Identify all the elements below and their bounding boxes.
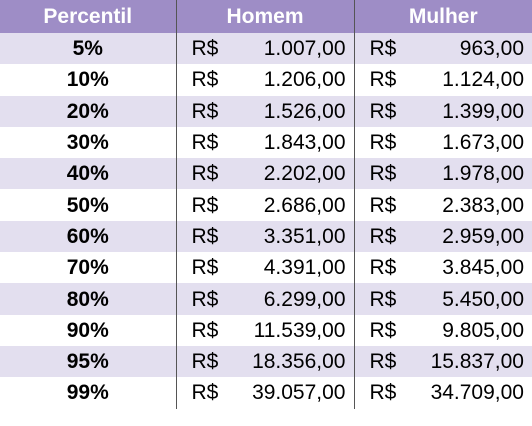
table-row: 10% R$ 1.206,00 R$ 1.124,00: [0, 64, 532, 96]
cell-homem-currency: R$: [175, 126, 230, 159]
cell-mulher-value: 1.673,00: [442, 131, 524, 155]
header-percentil: Percentil: [0, 0, 176, 33]
cell-mulher-currency: R$: [353, 314, 404, 346]
cell-homem-value: 1.007,00: [230, 33, 354, 65]
cell-homem-value: 4.391,00: [263, 256, 346, 280]
cell-homem-currency: R$: [175, 220, 230, 253]
cell-percentil: 20%: [0, 95, 176, 127]
table-row: 70% R$ 4.391,00 R$ 3.845,00: [0, 252, 532, 284]
table-body: 5% R$ 1.007,00 R$ 963,00 10% R$ 1.206,00 R$ 1.124…: [0, 33, 532, 409]
table-row: 99% R$ 39.057,00 R$ 34.709,00: [0, 377, 532, 409]
table-row: 20% R$ 1.526,00 R$ 1.399,00: [0, 95, 532, 127]
table-header: Percentil Homem Mulher: [0, 0, 532, 33]
cell-mulher-currency: R$: [353, 220, 404, 253]
cell-percentil: 30%: [66, 131, 109, 155]
cell-homem-value: 18.356,00: [230, 345, 354, 378]
cell-mulher-value: 5.450,00: [404, 283, 532, 315]
cell-mulher-value: 963,00: [404, 33, 532, 65]
table-row: 40% R$ 2.202,00 R$ 1.978,00: [0, 158, 532, 190]
cell-mulher-currency: R$: [353, 95, 404, 127]
cell-percentil: 60%: [0, 220, 176, 253]
cell-percentil: 50%: [66, 193, 109, 217]
cell-homem-value: 39.057,00: [252, 381, 346, 405]
cell-percentil: 40%: [0, 158, 176, 190]
cell-homem-currency: R$: [175, 283, 230, 315]
cell-mulher-value: 15.837,00: [404, 345, 532, 378]
cell-mulher-value: 34.709,00: [430, 381, 524, 405]
cell-homem-currency: R$: [175, 189, 230, 221]
cell-homem-currency: R$: [175, 345, 230, 378]
cell-percentil: 90%: [66, 318, 109, 342]
header-homem: Homem: [175, 0, 354, 33]
cell-mulher-value: 2.959,00: [404, 220, 532, 253]
cell-homem-value: 1.526,00: [230, 95, 354, 127]
cell-mulher-currency: R$: [353, 345, 404, 378]
cell-percentil: 70%: [66, 256, 109, 280]
cell-homem-value: 1.843,00: [263, 131, 346, 155]
cell-homem-currency: R$: [175, 95, 230, 127]
cell-mulher-currency: R$: [353, 158, 404, 190]
cell-mulher-value: 2.383,00: [442, 193, 524, 217]
cell-mulher-value: 3.845,00: [442, 256, 524, 280]
cell-homem-currency: R$: [175, 33, 230, 65]
table-row: 90% R$ 11.539,00 R$ 9.805,00: [0, 314, 532, 346]
cell-homem-currency: R$: [175, 314, 230, 346]
cell-percentil: 95%: [0, 345, 176, 378]
table-row: 80% R$ 6.299,00 R$ 5.450,00: [0, 283, 532, 315]
cell-percentil: 10%: [66, 68, 109, 92]
cell-percentil: 5%: [0, 33, 176, 65]
header-row: Percentil Homem Mulher: [0, 0, 532, 33]
cell-mulher-value: 1.978,00: [404, 158, 532, 190]
cell-homem-currency: R$: [175, 377, 230, 409]
cell-mulher-value: 9.805,00: [442, 318, 524, 342]
table-row: 50% R$ 2.686,00 R$ 2.383,00: [0, 189, 532, 221]
cell-mulher-currency: R$: [353, 33, 404, 65]
cell-mulher-value: 1.399,00: [404, 95, 532, 127]
cell-mulher-currency: R$: [353, 377, 404, 409]
cell-homem-value: 2.686,00: [263, 193, 346, 217]
cell-homem-value: 11.539,00: [253, 318, 346, 342]
cell-homem-value: 6.299,00: [230, 283, 354, 315]
cell-homem-value: 2.202,00: [230, 158, 354, 190]
cell-homem-currency: R$: [175, 158, 230, 190]
cell-percentil: 99%: [66, 381, 109, 405]
cell-homem-currency: R$: [175, 252, 230, 284]
table-row: 5% R$ 1.007,00 R$ 963,00: [0, 33, 532, 65]
table-row: 95% R$ 18.356,00 R$ 15.837,00: [0, 345, 532, 378]
cell-mulher-currency: R$: [353, 252, 404, 284]
cell-mulher-value: 1.124,00: [442, 68, 524, 92]
percentile-income-table: Percentil Homem Mulher 5% R$ 1.007,00 R$ 963…: [0, 0, 532, 409]
cell-homem-value: 3.351,00: [230, 220, 354, 253]
header-mulher: Mulher: [353, 0, 532, 33]
table-row: 30% R$ 1.843,00 R$ 1.673,00: [0, 126, 532, 159]
cell-mulher-currency: R$: [353, 126, 404, 159]
cell-homem-currency: R$: [175, 64, 230, 96]
cell-mulher-currency: R$: [353, 189, 404, 221]
cell-percentil: 80%: [0, 283, 176, 315]
table-row: 60% R$ 3.351,00 R$ 2.959,00: [0, 220, 532, 253]
cell-mulher-currency: R$: [353, 283, 404, 315]
cell-mulher-currency: R$: [353, 64, 404, 96]
cell-homem-value: 1.206,00: [263, 68, 346, 92]
